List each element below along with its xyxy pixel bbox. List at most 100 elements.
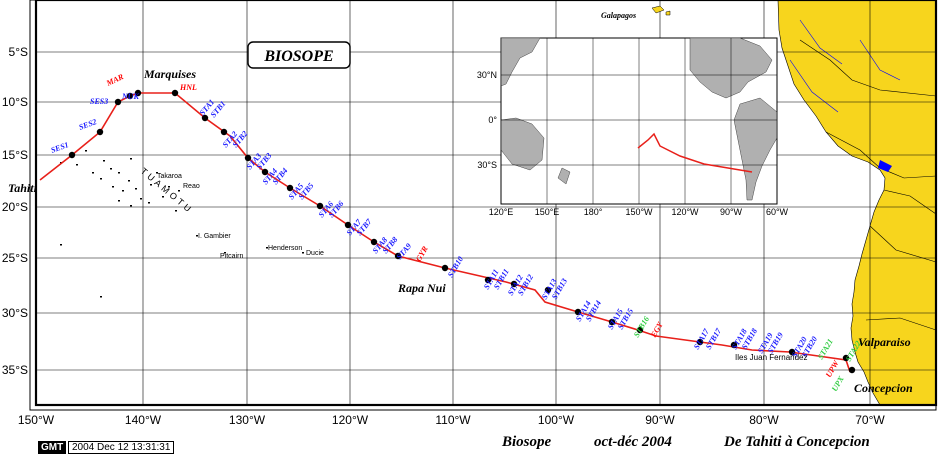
island-dot bbox=[168, 186, 170, 188]
lat-tick-label: 20°S bbox=[2, 200, 28, 214]
lat-tick-label: 35°S bbox=[2, 363, 28, 377]
footer-dates: oct-déc 2004 bbox=[594, 434, 672, 450]
island-dot bbox=[110, 168, 112, 170]
label-takaroa: Takaroa bbox=[157, 173, 182, 180]
lon-tick-label: 80°W bbox=[749, 413, 779, 427]
station-dot bbox=[544, 286, 552, 294]
lon-tick-label: 90°W bbox=[645, 413, 675, 427]
inset-lon-label: 150°E bbox=[535, 207, 560, 217]
island-dot bbox=[148, 202, 150, 204]
island-dot bbox=[112, 186, 114, 188]
station-dot bbox=[114, 98, 122, 106]
station-dot bbox=[510, 280, 518, 288]
station-dot bbox=[261, 168, 269, 176]
station-dot bbox=[201, 114, 209, 122]
island-dot bbox=[156, 172, 158, 174]
lat-tick-label: 5°S bbox=[9, 45, 28, 59]
label-ducie: Ducie bbox=[306, 250, 324, 257]
station-dot bbox=[220, 128, 228, 136]
lat-tick-label: 15°S bbox=[2, 148, 28, 162]
label-henderson: Henderson bbox=[268, 245, 302, 252]
lon-tick-label: 110°W bbox=[435, 413, 471, 427]
south-america-land bbox=[777, 0, 937, 406]
lon-tick-label: 130°W bbox=[229, 413, 266, 427]
inset-world-map: 30°N 0° 30°S 120°E 150°E 180° 150°W 120°W 90°W 60… bbox=[477, 37, 789, 217]
island-dot bbox=[224, 252, 226, 254]
station-dot bbox=[696, 338, 704, 346]
station-label: SES3 bbox=[90, 97, 108, 106]
island-dot bbox=[76, 164, 78, 166]
island-dot bbox=[162, 196, 164, 198]
label-rapa-nui: Rapa Nui bbox=[397, 281, 446, 295]
inset-lon-label: 120°W bbox=[671, 207, 699, 217]
island-dot bbox=[130, 158, 132, 160]
station-dot bbox=[608, 318, 616, 326]
station-dot bbox=[344, 221, 352, 229]
map-frame: 5°S 10°S 15°S 20°S 25°S 30°S 35°S 150°W 140°W 130… bbox=[2, 0, 938, 427]
station-dot bbox=[126, 92, 134, 100]
lon-tick-label: 100°W bbox=[538, 413, 575, 427]
galapagos-islands: Galapagos bbox=[601, 5, 671, 20]
label-reao: Reao bbox=[183, 183, 200, 190]
lon-tick-label: 140°W bbox=[125, 413, 162, 427]
station-dot bbox=[788, 348, 796, 356]
lake-titicaca bbox=[878, 160, 892, 172]
station-dot bbox=[244, 154, 252, 162]
island-dot bbox=[130, 205, 132, 207]
station-dot bbox=[370, 238, 378, 246]
inset-track bbox=[637, 132, 753, 173]
inset-lat-label: 30°N bbox=[477, 70, 497, 80]
station-dot bbox=[68, 151, 76, 159]
island-dot bbox=[118, 200, 120, 202]
title-box: BIOSOPE bbox=[247, 41, 351, 69]
station-dot bbox=[441, 264, 449, 272]
lat-tick-label: 25°S bbox=[2, 251, 28, 265]
island-dot bbox=[60, 244, 62, 246]
station-dot bbox=[96, 128, 104, 136]
inset-lon-label: 60°W bbox=[766, 207, 789, 217]
station-dot bbox=[636, 326, 644, 334]
island-dot bbox=[302, 252, 304, 254]
lat-tick-label: 30°S bbox=[2, 306, 28, 320]
label-marquises: Marquises bbox=[143, 67, 196, 81]
island-dot bbox=[85, 150, 87, 152]
island-dot bbox=[103, 160, 105, 162]
island-dot bbox=[128, 180, 130, 182]
label-juan-fernandez: Iles Juan Fernandez bbox=[735, 353, 808, 362]
station-dot bbox=[171, 89, 179, 97]
station-dot bbox=[316, 202, 324, 210]
station-dot bbox=[484, 276, 492, 284]
lon-tick-label: 150°W bbox=[18, 413, 55, 427]
station-dot bbox=[842, 354, 850, 362]
station-dot bbox=[848, 366, 856, 374]
station-label: NUK bbox=[121, 92, 140, 101]
footer-route: De Tahiti à Concepcion bbox=[724, 434, 870, 450]
island-dot bbox=[178, 190, 180, 192]
island-dot bbox=[266, 247, 268, 249]
inset-lon-label: 120°E bbox=[489, 207, 514, 217]
island-dot bbox=[92, 172, 94, 174]
inset-lon-label: 180° bbox=[584, 207, 603, 217]
station-label: HNL bbox=[179, 83, 197, 92]
lon-tick-label: 120°W bbox=[332, 413, 369, 427]
gmt-timestamp: 2004 Dec 12 13:31:31 bbox=[68, 441, 175, 454]
station-dot bbox=[394, 252, 402, 260]
island-dot bbox=[140, 198, 142, 200]
inset-lat-label: 30°S bbox=[477, 160, 497, 170]
gmt-badge: GMT bbox=[38, 441, 67, 454]
lat-tick-label: 10°S bbox=[2, 95, 28, 109]
station-dot bbox=[286, 184, 294, 192]
map-title: BIOSOPE bbox=[263, 48, 333, 65]
island-dot bbox=[135, 188, 137, 190]
label-tahiti: Tahiti bbox=[8, 181, 38, 195]
island-dot bbox=[118, 172, 120, 174]
island-dot bbox=[100, 178, 102, 180]
label-valparaiso: Valparaiso bbox=[858, 335, 911, 349]
galapagos-label: Galapagos bbox=[601, 11, 636, 20]
inset-lon-label: 150°W bbox=[625, 207, 653, 217]
lon-tick-label: 70°W bbox=[855, 413, 885, 427]
label-concepcion: Concepcion bbox=[854, 381, 913, 395]
station-dot bbox=[134, 89, 142, 97]
island-dot bbox=[122, 190, 124, 192]
